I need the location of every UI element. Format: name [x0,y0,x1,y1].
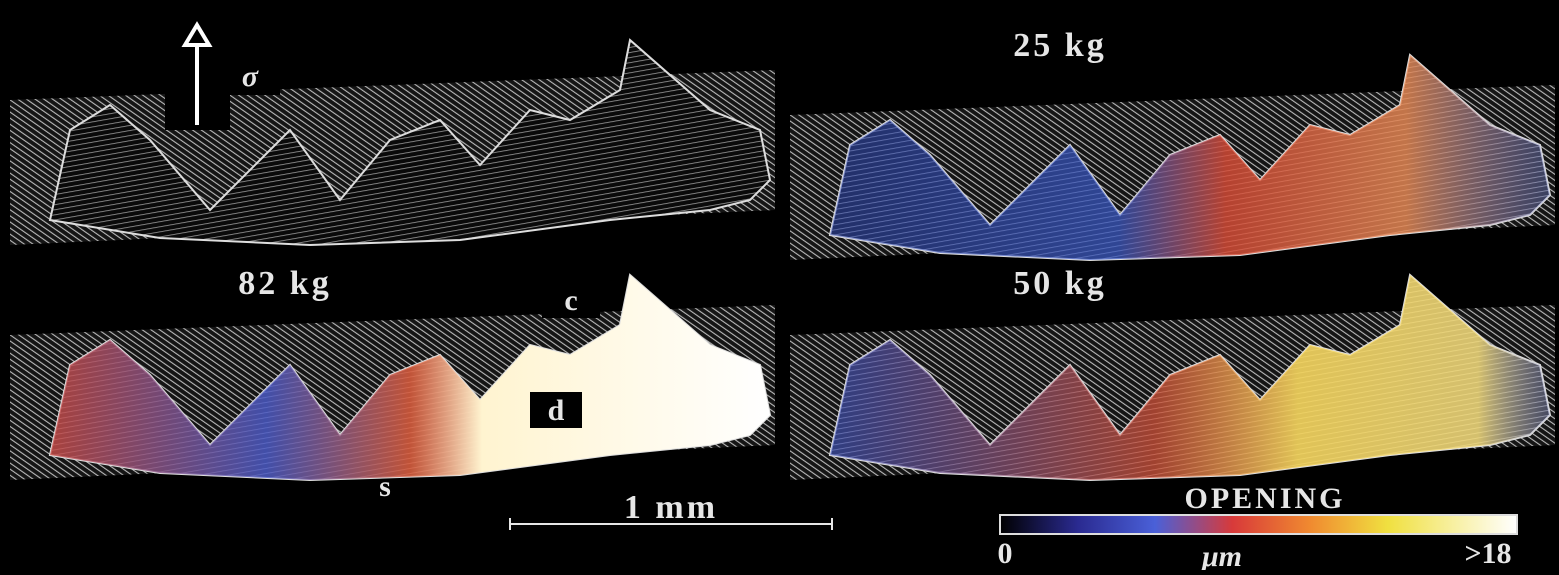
marker: d [548,394,565,427]
sigma-box [225,60,280,95]
colorbar-unit: μm [1200,540,1242,570]
colorbar [999,514,1518,535]
colorbar-title: OPENING [1184,482,1345,515]
panel-label: 82 kg [238,265,331,302]
colorbar-max: >18 [1464,537,1511,570]
panel-label: 25 kg [1013,27,1106,64]
marker: s [379,470,391,503]
marker-box [542,282,600,318]
panel-unloaded [10,39,775,246]
panel-50kg [790,274,1555,481]
scale-label: 1 mm [624,489,718,526]
panel-82kg [10,274,775,481]
panel-label: 50 kg [1013,265,1106,302]
colorbar-min: 0 [998,537,1013,570]
stress-arrow [181,21,213,125]
marker-box [530,392,582,428]
panel-25kg [790,54,1555,261]
stress-label: σ [242,60,259,93]
marker: c [564,284,577,317]
